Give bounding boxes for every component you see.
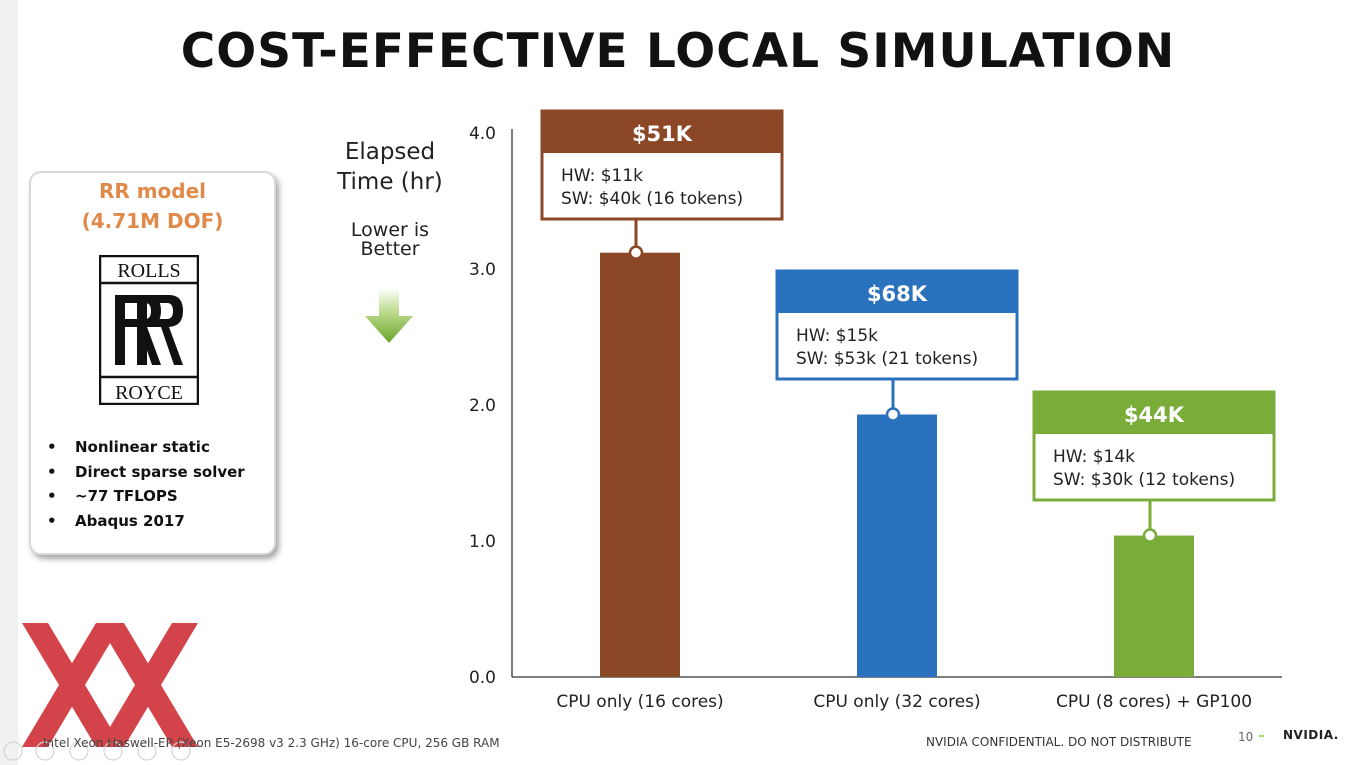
bar: [1114, 535, 1194, 677]
callout-total: $44K: [1124, 403, 1185, 427]
model-name-line1: RR model: [98, 179, 207, 203]
callout-hw: HW: $15k: [796, 326, 878, 346]
x-tick-label: CPU only (32 cores): [813, 692, 980, 712]
nvidia-eye-icon: [1258, 734, 1265, 738]
callout-sw: SW: $40k (16 tokens): [561, 189, 743, 209]
pen-icon: [69, 741, 89, 761]
bullet-item: ~77 TFLOPS: [47, 484, 245, 509]
bar: [600, 252, 680, 677]
x-tick-label: CPU only (16 cores): [556, 692, 723, 712]
callout-hw: HW: $11k: [561, 166, 643, 186]
callout-hw: HW: $14k: [1053, 447, 1135, 467]
callout-dot: [885, 407, 901, 422]
callout-total: $51K: [632, 122, 693, 146]
rolls-royce-logo: ROLLS ROYCE: [99, 255, 199, 405]
x-tick-label: CPU (8 cores) + GP100: [1056, 692, 1252, 712]
slide-title: COST-EFFECTIVE LOCAL SIMULATION: [180, 24, 1176, 79]
callout-header: [1034, 392, 1274, 434]
bar: [857, 414, 937, 677]
model-bullets: Nonlinear static Direct sparse solver ~7…: [47, 435, 245, 533]
callout-sw: SW: $30k (12 tokens): [1053, 470, 1235, 490]
player-controls: [3, 741, 191, 761]
y-tick-label: 2.0: [469, 396, 496, 416]
callout-sw: SW: $53k (21 tokens): [796, 349, 978, 369]
left-edge-strip: [0, 0, 18, 765]
y-tick-label: 0.0: [469, 668, 496, 688]
zoom-icon: [137, 741, 157, 761]
y-axis-label: Elapsed Time (hr): [337, 139, 443, 195]
callout-total: $68K: [867, 282, 928, 306]
callout-header: [542, 111, 782, 153]
y-tick-label: 3.0: [469, 260, 496, 280]
bullet-item: Abaqus 2017: [47, 509, 245, 534]
bullet-item: Direct sparse solver: [47, 460, 245, 485]
y-tick-label: 1.0: [469, 532, 496, 552]
bullet-item: Nonlinear static: [47, 435, 245, 460]
slides-icon: [103, 741, 123, 761]
model-name: RR model (4.71M DOF): [31, 176, 274, 236]
model-card: RR model (4.71M DOF) ROLLS ROYCE Nonline…: [29, 171, 276, 555]
confidential-notice: NVIDIA CONFIDENTIAL. DO NOT DISTRIBUTE: [926, 735, 1192, 749]
callout-dot: [1142, 528, 1158, 543]
logo-text-bottom: ROYCE: [115, 382, 183, 404]
brand-name: NVIDIA.: [1283, 728, 1339, 742]
lower-is-better-note: Lower is Better: [350, 219, 430, 260]
callout-dot: [628, 245, 644, 260]
prev-icon: [3, 741, 23, 761]
callout-header: [777, 271, 1017, 313]
watermark-logo: [22, 623, 198, 747]
down-arrow-icon: [365, 288, 413, 343]
model-name-line2: (4.71M DOF): [81, 209, 224, 233]
play-icon: [35, 741, 55, 761]
footnote: Intel Xeon Haswell-EP (Xeon E5-2698 v3 2…: [43, 736, 500, 750]
page-number: 10: [1238, 730, 1254, 744]
y-tick-label: 4.0: [469, 124, 496, 144]
more-icon: [171, 741, 191, 761]
logo-text-top: ROLLS: [117, 260, 180, 282]
